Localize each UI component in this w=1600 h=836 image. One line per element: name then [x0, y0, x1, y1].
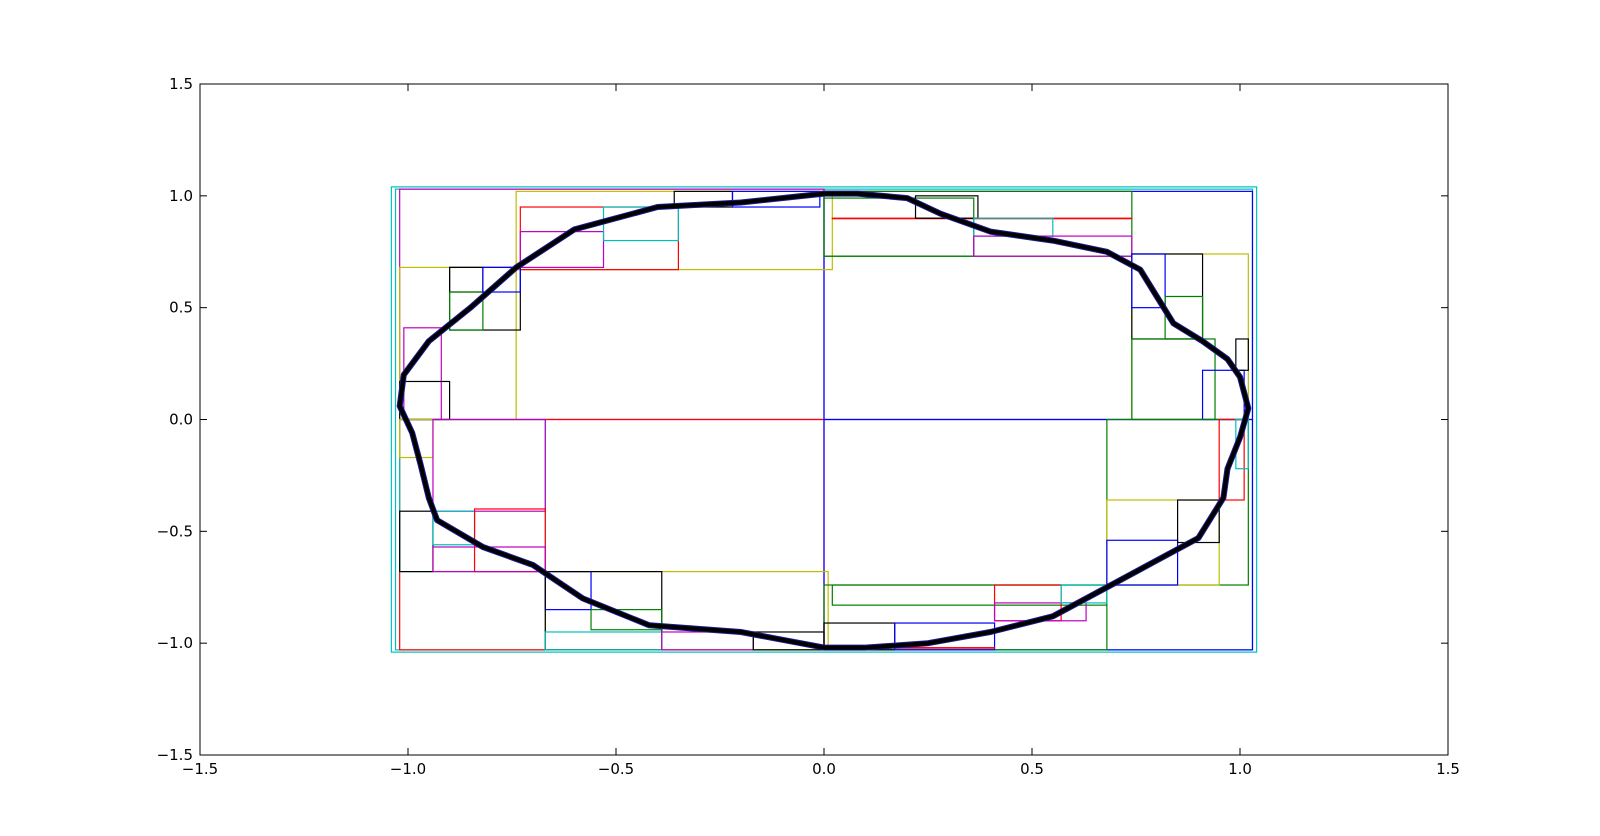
- y-tick-label: 0.0: [169, 411, 193, 429]
- rectangle-mark: [1131, 253, 1166, 309]
- y-axis: −1.5 −1.0 −0.5 0.0 0.5 1.0 1.5: [157, 75, 1448, 764]
- rectangle-mark: [590, 609, 663, 631]
- rectangle-mark: [432, 418, 546, 512]
- rectangle-mark: [519, 231, 605, 269]
- rectangle-mark: [390, 186, 1258, 653]
- rectangle-mark: [1235, 338, 1249, 371]
- x-tick-label: −1.0: [390, 760, 426, 778]
- y-tick-label: −0.5: [157, 522, 193, 540]
- rectangle-mark: [1176, 499, 1220, 544]
- y-tick-label: 1.0: [169, 187, 193, 205]
- x-tick-label: −1.5: [182, 760, 218, 778]
- rectangle-mark: [449, 291, 484, 331]
- y-tick-label: 0.5: [169, 299, 193, 317]
- rectangle-mark: [482, 266, 521, 293]
- y-tick-label: −1.5: [157, 746, 193, 764]
- rectangle-mark: [731, 190, 821, 208]
- y-tick-label: 1.5: [169, 75, 193, 93]
- curve-layer: [396, 190, 1252, 651]
- rectangle-mark: [1218, 418, 1245, 501]
- curve-line: [397, 191, 1251, 650]
- y-tick-label: −1.0: [157, 634, 193, 652]
- x-tick-label: 0.0: [812, 760, 836, 778]
- rectangle-mark: [894, 647, 996, 649]
- x-tick-label: 1.5: [1436, 760, 1460, 778]
- x-tick-label: −0.5: [598, 760, 634, 778]
- x-tick-label: 1.0: [1228, 760, 1252, 778]
- x-tick-label: 0.5: [1020, 760, 1044, 778]
- rectangle-mark: [894, 622, 996, 651]
- plot-area: [199, 83, 1449, 756]
- rectangle-mark: [973, 235, 1133, 257]
- x-axis: −1.5 −1.0 −0.5 0.0 0.5 1.0 1.5: [182, 84, 1460, 778]
- rectangle-mark: [1106, 539, 1179, 586]
